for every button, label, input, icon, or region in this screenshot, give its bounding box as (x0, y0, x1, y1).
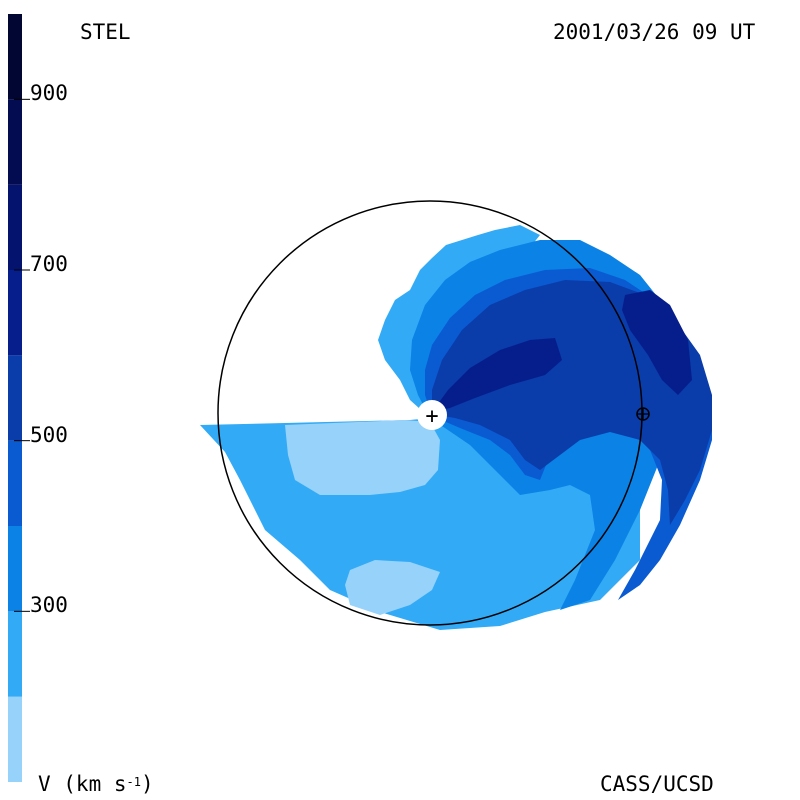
colorbar-unit-label: V (km s-1) (38, 772, 154, 796)
colorbar-level-3 (8, 440, 22, 526)
colorbar-level-4 (8, 355, 22, 441)
colorbar-tick-label-1: 700 (30, 252, 68, 276)
colorbar-level-8 (8, 14, 22, 100)
contour-region-100-200 (285, 420, 440, 495)
colorbar-level-2 (8, 526, 22, 612)
colorbar-tick-label-0: 900 (30, 81, 68, 106)
colorbar-level-7 (8, 99, 22, 185)
colorbar-level-0 (8, 696, 22, 782)
timestamp-label: 2001/03/26 09 UT (553, 20, 756, 44)
contour-region-100-200-low (345, 560, 440, 615)
colorbar-level-1 (8, 611, 22, 697)
sun-disk (417, 400, 447, 430)
colorbar-level-6 (8, 184, 22, 270)
unit-prefix: V (km s (38, 772, 127, 796)
colorbar-tick-label-3: 300 (30, 593, 68, 618)
unit-suffix: ) (140, 772, 154, 796)
earth-orbit-circle (217, 200, 643, 626)
colorbar-tick-label-2: 500 (30, 422, 68, 447)
colorbar-level-5 (8, 270, 22, 356)
contour-region-600-700-core (432, 338, 562, 412)
contour-region-600-700-east (622, 290, 692, 395)
earth-marker (636, 407, 650, 421)
credit-label: CASS/UCSD (600, 772, 714, 796)
sun-marker: + (425, 404, 438, 429)
unit-exponent: -1 (126, 775, 141, 789)
instrument-label: STEL (80, 20, 131, 44)
